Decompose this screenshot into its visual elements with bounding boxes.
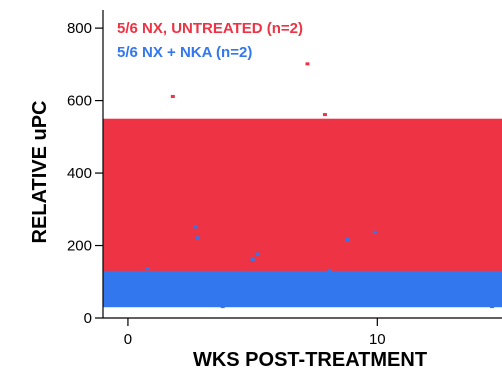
axes: [95, 10, 502, 326]
data-point: [475, 288, 480, 292]
series-bands: [103, 118, 502, 308]
data-point: [372, 230, 377, 234]
data-point: [457, 285, 462, 289]
data-point: [305, 62, 310, 66]
data-point: [325, 296, 330, 300]
legend-entry: 5/6 NX, UNTREATED (n=2): [117, 20, 303, 37]
data-point: [470, 283, 475, 287]
data-point: [322, 113, 327, 117]
data-point: [327, 268, 332, 272]
y-tick-label: 400: [67, 165, 92, 182]
data-point: [220, 305, 225, 309]
data-point: [255, 252, 260, 256]
data-point: [145, 267, 150, 271]
y-tick-label: 0: [84, 310, 92, 327]
legend-entry: 5/6 NX + NKA (n=2): [117, 44, 252, 61]
series-band-1: [103, 270, 502, 308]
y-tick-label: 600: [67, 93, 92, 110]
data-point: [170, 94, 175, 98]
data-point: [208, 285, 213, 289]
data-point: [345, 238, 350, 242]
y-axis-label: RELATIVE uPC: [29, 101, 51, 244]
data-point: [260, 276, 265, 280]
data-point: [295, 292, 300, 296]
series-points: [115, 62, 495, 309]
data-point: [377, 292, 382, 296]
x-tick-label: 10: [369, 331, 386, 348]
tick-labels: 0 200 400 600 800 0 10: [67, 20, 386, 348]
data-point: [195, 236, 200, 240]
y-tick-label: 800: [67, 20, 92, 37]
y-tick-label: 200: [67, 238, 92, 255]
data-point: [193, 225, 198, 229]
x-tick-label: 0: [124, 331, 132, 348]
data-point: [115, 279, 120, 283]
x-axis-label: WKS POST-TREATMENT: [193, 349, 427, 371]
data-point: [250, 258, 255, 262]
legend: 5/6 NX, UNTREATED (n=2) 5/6 NX + NKA (n=2…: [117, 20, 303, 61]
data-point: [490, 305, 495, 309]
data-point: [375, 281, 380, 285]
